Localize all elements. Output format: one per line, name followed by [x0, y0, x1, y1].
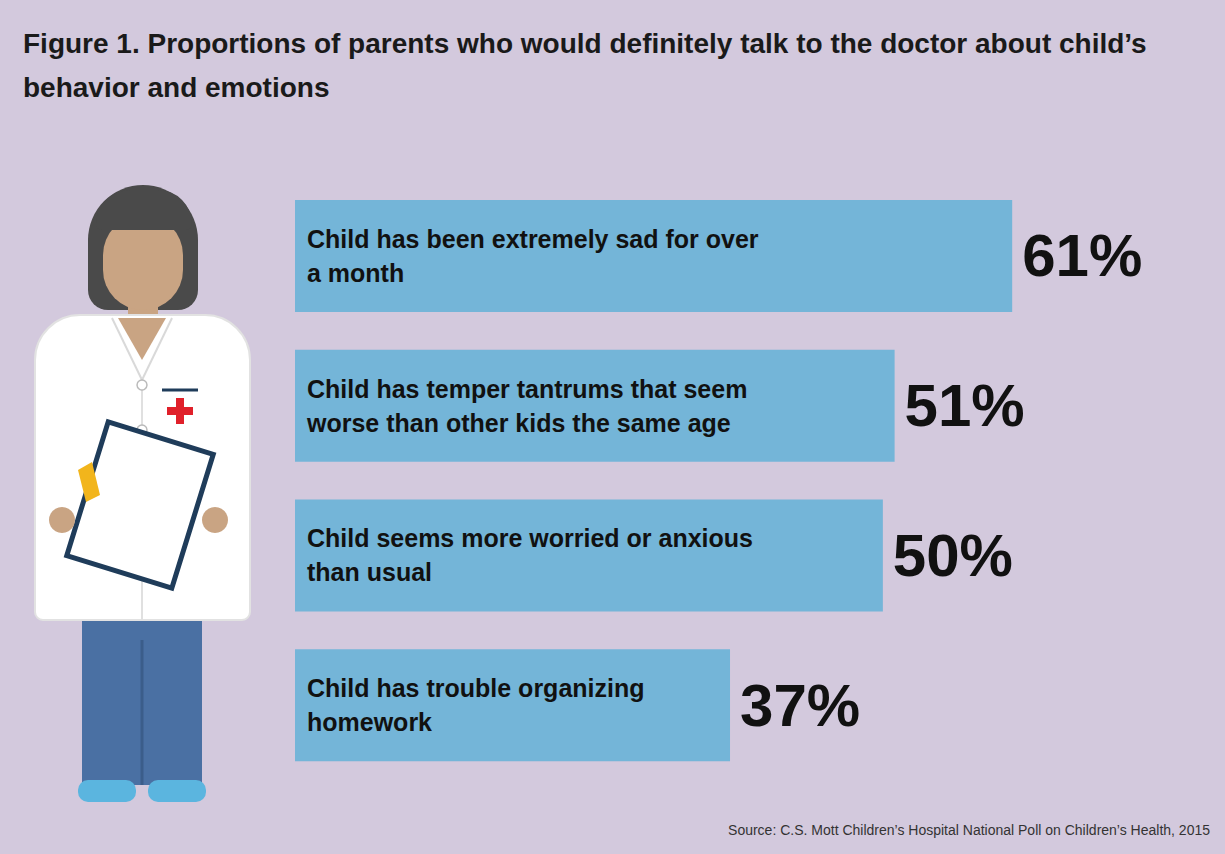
svg-text:37%: 37%: [740, 672, 860, 739]
svg-text:homework: homework: [307, 708, 432, 736]
svg-text:Child has trouble organizing: Child has trouble organizing: [307, 674, 651, 702]
svg-text:Child seems more worried or an: Child seems more worried or anxious: [307, 524, 760, 552]
svg-text:a month: a month: [307, 259, 404, 287]
svg-text:51%: 51%: [905, 372, 1025, 439]
svg-text:behavior and emotions: behavior and emotions: [23, 72, 330, 103]
svg-text:Figure 1. Proportions of paren: Figure 1. Proportions of parents who wou…: [23, 28, 1154, 59]
svg-text:worse than other kids the same: worse than other kids the same age: [306, 409, 731, 437]
svg-text:Child has temper tantrums that: Child has temper tantrums that seem: [307, 375, 754, 403]
svg-text:Child has been extremely sad f: Child has been extremely sad for over: [307, 225, 766, 253]
svg-text:61%: 61%: [1022, 222, 1142, 289]
svg-text:50%: 50%: [893, 522, 1013, 589]
svg-text:than usual: than usual: [307, 558, 432, 586]
svg-text:Source: C.S. Mott Children’s H: Source: C.S. Mott Children’s Hospital Na…: [728, 822, 1210, 838]
